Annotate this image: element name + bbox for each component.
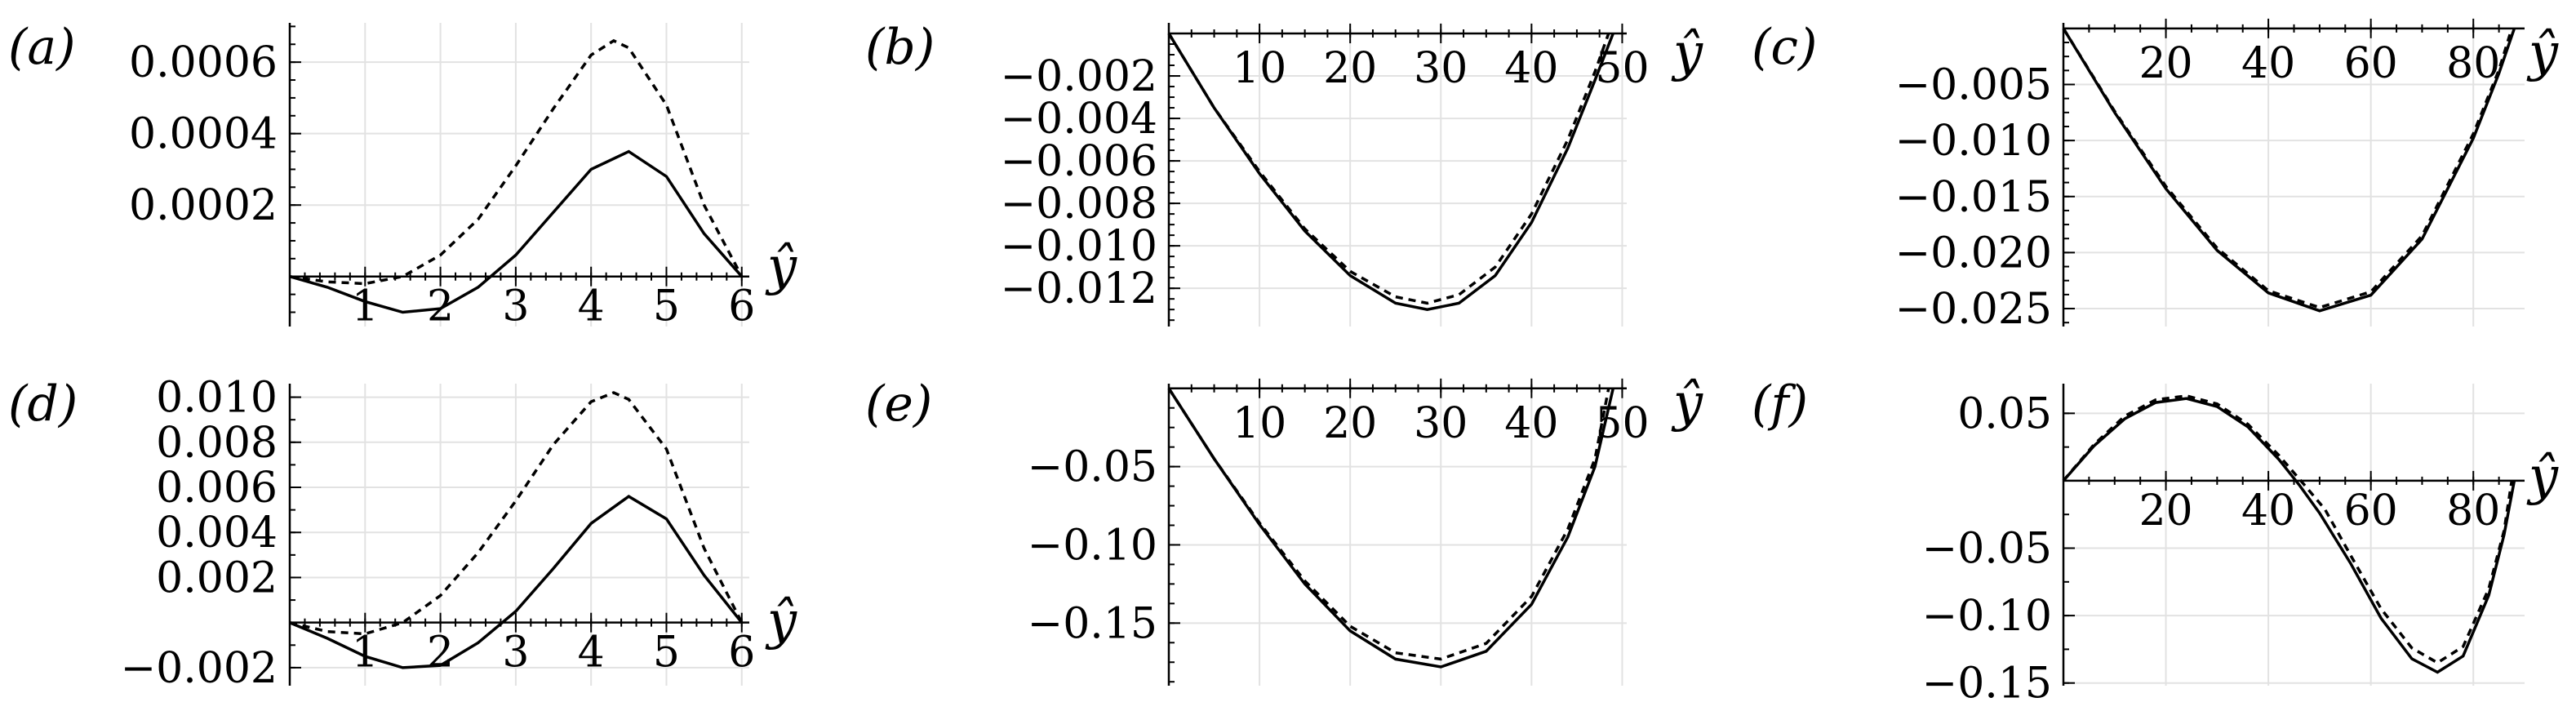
panel-d-x-tick-label: 6 — [728, 629, 755, 678]
panel-b-dashed-curve — [1167, 33, 1610, 305]
panel-f-x-axis-label: ŷ — [2526, 447, 2559, 507]
panel-c: 20 40 60 80 −0.005 −0.010 −0.015 −0.020 −0.025 ŷ (… — [1752, 18, 2559, 334]
panel-b-y-tick-label: −0.012 — [1001, 264, 1157, 313]
panel-c-y-tick-label: −0.005 — [1895, 60, 2052, 109]
panel-d-y-tick-label: 0.002 — [156, 553, 278, 602]
panel-f-label: (f) — [1752, 375, 1808, 433]
panel-e-y-tick-label: −0.15 — [1028, 599, 1157, 648]
panel-d-solid-curve — [289, 495, 744, 669]
panel-d-dashed-curve — [289, 391, 744, 636]
panel-f-dashed-curve — [2062, 394, 2514, 664]
panel-b-y-tick-label: −0.002 — [1001, 52, 1157, 101]
panel-a-solid-curve — [289, 149, 744, 314]
panel-b-y-tick-label: −0.004 — [1001, 95, 1157, 144]
panel-d-y-tick-label: 0.008 — [156, 419, 278, 468]
panel-d-label: (d) — [8, 375, 78, 433]
panel-d-x-tick-label: 3 — [502, 629, 529, 678]
panel-f: 20 40 60 80 0.05 −0.05 −0.10 −0.15 ŷ (f) — [1752, 375, 2559, 709]
panel-b-x-tick-label: 50 — [1595, 44, 1649, 93]
panel-a-dashed-curve — [289, 38, 744, 286]
panel-f-y-tick-label: −0.05 — [1922, 525, 2052, 574]
panel-c-y-tick-label: −0.025 — [1895, 285, 2052, 334]
panel-a-x-tick-label: 5 — [653, 282, 680, 331]
panel-a-x-tick-label: 2 — [427, 282, 454, 331]
panel-f-y-tick-label: −0.10 — [1922, 592, 2052, 641]
panel-e-y-tick-label: −0.10 — [1028, 521, 1157, 570]
panel-e-x-tick-label: 30 — [1414, 399, 1468, 448]
panel-f-solid-curve — [2062, 397, 2516, 674]
panel-a-label: (a) — [8, 19, 76, 76]
panel-e-x-tick-label: 50 — [1595, 399, 1649, 448]
panel-e-dashed-curve — [1167, 387, 1610, 661]
panel-e: 10 20 30 40 50 −0.05 −0.10 −0.15 ŷ (e) — [865, 373, 1703, 686]
panel-d-x-tick-label: 2 — [427, 629, 454, 678]
panel-c-y-tick-label: −0.010 — [1895, 117, 2052, 166]
panel-c-x-tick-label: 40 — [2241, 39, 2295, 88]
panel-f-x-tick-label: 80 — [2446, 487, 2500, 535]
panel-e-label: (e) — [865, 375, 932, 433]
panel-a: 1 2 3 4 5 6 0.0002 0.0004 0.0006 ŷ (a) — [8, 19, 797, 331]
panel-b-x-tick-label: 20 — [1323, 44, 1377, 93]
panel-b: 10 20 30 40 50 −0.002−0.004−0.006−0.008−0.010… — [865, 19, 1703, 327]
panel-b-x-axis-label: ŷ — [1671, 23, 1703, 83]
panel-c-y-tick-label: −0.020 — [1895, 229, 2052, 278]
panel-c-x-tick-label: 60 — [2344, 39, 2398, 88]
panel-d-x-axis-label: ŷ — [765, 591, 797, 651]
panel-d-y-tick-label: 0.010 — [156, 374, 278, 423]
panel-d-x-tick-label: 4 — [578, 629, 605, 678]
panel-b-y-tick-label: −0.008 — [1001, 180, 1157, 229]
panel-f-y-tick-label: 0.05 — [1957, 389, 2052, 438]
panel-b-x-tick-label: 40 — [1504, 44, 1558, 93]
panel-d-y-tick-label: 0.006 — [156, 464, 278, 513]
panel-a-y-tick-label: 0.0002 — [129, 181, 278, 230]
panel-d-x-tick-label: 5 — [653, 629, 680, 678]
panel-f-x-tick-label: 60 — [2344, 487, 2398, 535]
panel-d-y-tick-label: 0.004 — [156, 509, 278, 558]
panel-c-label: (c) — [1752, 19, 1817, 76]
panel-c-x-tick-label: 20 — [2139, 39, 2192, 88]
panel-c-x-tick-label: 80 — [2446, 39, 2500, 88]
panel-b-y-tick-label: −0.006 — [1001, 137, 1157, 186]
panel-b-y-tick-label: −0.010 — [1001, 222, 1157, 271]
panel-f-x-tick-label: 40 — [2241, 487, 2295, 535]
panel-f-x-tick-label: 20 — [2139, 487, 2192, 535]
panel-a-y-tick-label: 0.0004 — [129, 110, 278, 159]
panel-e-x-tick-label: 10 — [1232, 399, 1286, 448]
panel-e-y-tick-label: −0.05 — [1028, 443, 1157, 492]
panel-b-x-tick-label: 10 — [1232, 44, 1286, 93]
panel-c-x-axis-label: ŷ — [2526, 23, 2559, 83]
panel-e-x-tick-label: 20 — [1323, 399, 1377, 448]
panel-f-y-tick-label: −0.15 — [1922, 660, 2052, 709]
panel-d-y-tick-label: −0.002 — [121, 644, 278, 693]
panel-e-x-axis-label: ŷ — [1671, 373, 1703, 433]
panel-c-dashed-curve — [2062, 27, 2513, 309]
panel-a-x-axis-label: ŷ — [765, 237, 797, 297]
panel-b-label: (b) — [865, 19, 935, 76]
panel-a-x-tick-label: 3 — [502, 282, 529, 331]
panel-b-solid-curve — [1167, 33, 1614, 311]
panel-a-y-tick-label: 0.0006 — [129, 38, 278, 87]
panel-e-x-tick-label: 40 — [1504, 399, 1558, 448]
panel-a-x-tick-label: 1 — [352, 282, 379, 331]
panel-c-y-tick-label: −0.015 — [1895, 173, 2052, 222]
panel-a-x-tick-label: 6 — [728, 282, 755, 331]
panel-d: 1 2 3 4 5 6−0.0020.0020.0040.0060.0080.010ŷ(d… — [8, 374, 797, 693]
panel-b-x-tick-label: 30 — [1414, 44, 1468, 93]
panel-a-x-tick-label: 4 — [578, 282, 605, 331]
